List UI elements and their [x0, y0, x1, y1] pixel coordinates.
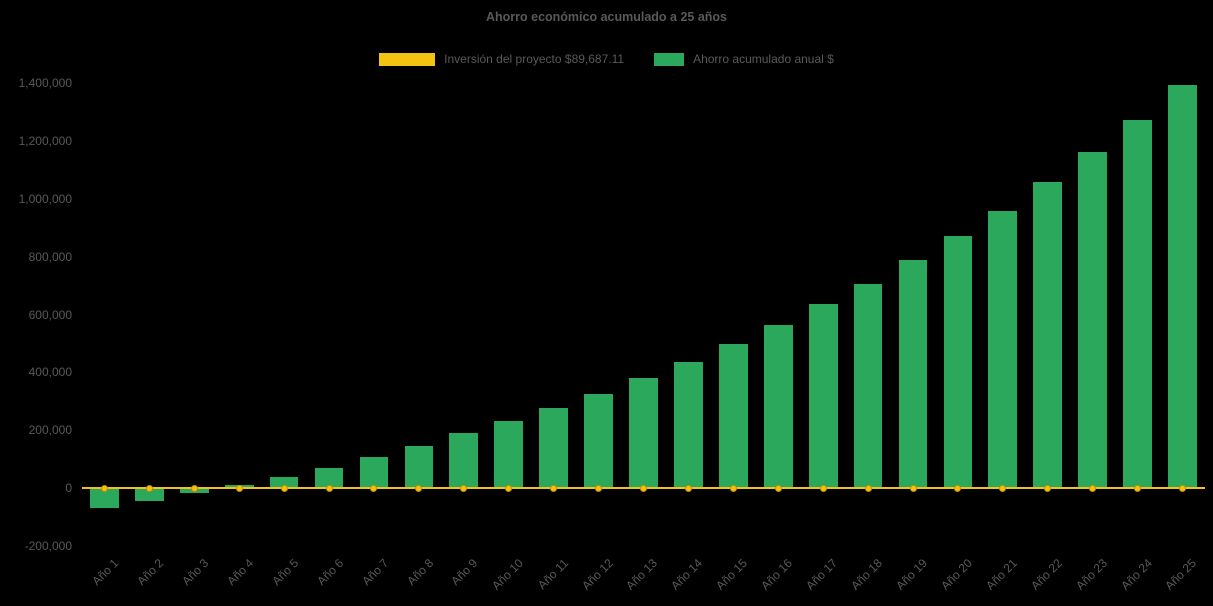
x-tick-label: Año 16 — [758, 556, 796, 593]
y-tick-label: -200,000 — [24, 539, 72, 553]
legend-label-inversion: Inversión del proyecto $89,687.11 — [444, 52, 625, 66]
legend-item-ahorro: Ahorro acumulado anual $ — [654, 52, 834, 66]
line-marker — [1044, 484, 1052, 492]
line-marker — [1179, 484, 1187, 492]
x-tick-label: Año 1 — [89, 556, 122, 589]
chart-title: Ahorro económico acumulado a 25 años — [485, 10, 728, 24]
legend-swatch-ahorro — [654, 52, 685, 66]
line-marker — [595, 484, 603, 492]
x-tick-label: Año 10 — [488, 556, 526, 593]
bar — [1078, 152, 1108, 489]
x-tick-label: Año 18 — [848, 556, 885, 593]
bar — [1033, 181, 1063, 489]
bar — [629, 378, 658, 489]
line-marker — [864, 484, 872, 492]
bar — [539, 407, 569, 489]
bar — [943, 236, 973, 489]
x-tick-label: Año 12 — [578, 556, 616, 593]
bar — [404, 445, 434, 489]
x-tick-label: Año 5 — [268, 556, 302, 589]
x-tick-label: Año 17 — [803, 556, 841, 593]
x-tick-label: Año 19 — [893, 556, 930, 593]
y-tick-label: 600,000 — [28, 307, 72, 322]
bar — [898, 260, 928, 489]
y-tick-label: 1,400,000 — [18, 76, 72, 90]
x-tick-label: Año 22 — [1027, 556, 1065, 593]
x-tick-label: Año 21 — [982, 556, 1020, 593]
bar — [988, 210, 1018, 489]
line-marker — [460, 484, 468, 492]
legend-swatch-inversion — [379, 52, 436, 66]
line-marker — [325, 484, 333, 492]
bar — [90, 488, 119, 509]
bar — [314, 467, 344, 489]
x-tick-label: Año 23 — [1072, 556, 1110, 593]
y-tick-label: 800,000 — [28, 249, 72, 264]
line-marker — [550, 484, 558, 492]
x-tick-label: Año 14 — [668, 556, 706, 593]
x-tick-label: Año 11 — [534, 556, 571, 593]
bar — [135, 488, 164, 501]
bar — [584, 394, 613, 489]
legend: Inversión del proyecto $89,687.11 Ahorro… — [0, 52, 1213, 66]
bar — [853, 284, 883, 489]
line-marker — [190, 484, 198, 492]
line-marker — [145, 484, 153, 492]
x-tick-label: Año 4 — [224, 556, 257, 589]
line-marker — [100, 484, 108, 492]
legend-label-ahorro: Ahorro acumulado anual $ — [693, 52, 834, 66]
line-marker — [235, 484, 243, 492]
line-marker — [505, 484, 513, 492]
legend-item-inversion: Inversión del proyecto $89,687.11 — [379, 52, 624, 66]
x-tick-label: Año 25 — [1162, 556, 1200, 593]
y-tick-label: 400,000 — [28, 365, 72, 380]
bar — [718, 344, 748, 489]
bar — [494, 420, 524, 489]
line-marker — [1134, 484, 1142, 492]
line-marker — [684, 484, 692, 492]
line-marker — [954, 484, 962, 492]
line-marker — [819, 484, 827, 492]
bar — [449, 433, 479, 489]
bar — [674, 361, 703, 489]
x-tick-label: Año 20 — [938, 556, 975, 593]
line-marker — [774, 484, 782, 492]
y-tick-label: 1,200,000 — [18, 133, 72, 148]
line-marker — [280, 484, 288, 492]
bar — [359, 456, 389, 489]
y-tick-label: 200,000 — [28, 423, 72, 438]
x-tick-label: Año 2 — [134, 556, 167, 589]
line-marker — [729, 484, 737, 492]
x-tick-label: Año 13 — [623, 556, 661, 593]
bar — [763, 325, 793, 489]
x-tick-label: Año 6 — [313, 556, 346, 589]
line-marker — [640, 484, 647, 492]
y-tick-label: 1,000,000 — [18, 191, 72, 206]
line-marker — [370, 484, 378, 492]
bar — [808, 304, 838, 489]
x-tick-label: Año 3 — [179, 556, 212, 589]
line-marker — [999, 484, 1007, 492]
x-tick-label: Año 8 — [403, 556, 436, 589]
x-tick-label: Año 9 — [448, 556, 481, 589]
x-tick-label: Año 7 — [358, 556, 391, 589]
x-tick-label: Año 15 — [713, 556, 751, 593]
line-marker — [1089, 484, 1097, 492]
x-tick-label: Año 24 — [1117, 556, 1155, 593]
bar — [1168, 85, 1197, 489]
bar — [269, 476, 299, 489]
bar — [1123, 120, 1152, 489]
line-marker — [909, 484, 917, 492]
y-tick-label: 0 — [65, 481, 72, 496]
line-marker — [415, 484, 423, 492]
